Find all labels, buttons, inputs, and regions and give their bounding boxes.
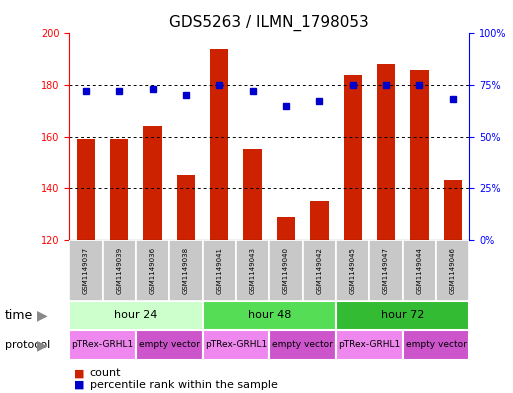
Text: empty vector: empty vector (139, 340, 200, 349)
Bar (236, 240, 269, 301)
Bar (244, 149, 262, 240)
Bar (303, 240, 336, 301)
Bar (277, 217, 295, 240)
Text: hour 72: hour 72 (381, 310, 424, 320)
Bar (69, 301, 203, 330)
Text: time: time (5, 309, 33, 322)
Text: hour 24: hour 24 (114, 310, 157, 320)
Text: pTRex-GRHL1: pTRex-GRHL1 (338, 340, 401, 349)
Bar (210, 49, 228, 240)
Bar (444, 180, 462, 240)
Bar (169, 240, 203, 301)
Bar (403, 240, 436, 301)
Bar (269, 240, 303, 301)
Text: hour 48: hour 48 (248, 310, 291, 320)
Bar (136, 240, 169, 301)
Text: GSM1149041: GSM1149041 (216, 247, 222, 294)
Text: GSM1149039: GSM1149039 (116, 247, 122, 294)
Title: GDS5263 / ILMN_1798053: GDS5263 / ILMN_1798053 (169, 15, 369, 31)
Bar (310, 201, 328, 240)
Text: count: count (90, 368, 121, 378)
Bar (403, 330, 469, 360)
Text: GSM1149043: GSM1149043 (250, 247, 255, 294)
Text: GSM1149037: GSM1149037 (83, 247, 89, 294)
Text: ■: ■ (74, 380, 85, 390)
Bar (336, 301, 469, 330)
Bar (410, 70, 428, 240)
Text: percentile rank within the sample: percentile rank within the sample (90, 380, 278, 390)
Text: ▶: ▶ (37, 309, 48, 322)
Text: GSM1149038: GSM1149038 (183, 247, 189, 294)
Bar (336, 240, 369, 301)
Bar (203, 330, 269, 360)
Bar (377, 64, 395, 240)
Bar (436, 240, 469, 301)
Text: protocol: protocol (5, 340, 50, 350)
Bar (77, 139, 95, 240)
Text: GSM1149045: GSM1149045 (350, 247, 356, 294)
Bar (144, 126, 162, 240)
Bar (203, 301, 336, 330)
Text: GSM1149036: GSM1149036 (150, 247, 155, 294)
Bar (110, 139, 128, 240)
Text: empty vector: empty vector (272, 340, 333, 349)
Text: GSM1149040: GSM1149040 (283, 247, 289, 294)
Bar (369, 240, 403, 301)
Text: ■: ■ (74, 368, 85, 378)
Text: GSM1149046: GSM1149046 (450, 247, 456, 294)
Bar (69, 330, 136, 360)
Bar (203, 240, 236, 301)
Bar (269, 330, 336, 360)
Bar (103, 240, 136, 301)
Text: ▶: ▶ (37, 338, 48, 352)
Text: GSM1149047: GSM1149047 (383, 247, 389, 294)
Text: empty vector: empty vector (406, 340, 466, 349)
Text: pTRex-GRHL1: pTRex-GRHL1 (205, 340, 267, 349)
Bar (344, 75, 362, 240)
Bar (336, 330, 403, 360)
Text: GSM1149042: GSM1149042 (317, 247, 322, 294)
Bar (69, 240, 103, 301)
Text: GSM1149044: GSM1149044 (417, 247, 422, 294)
Bar (177, 175, 195, 240)
Text: pTRex-GRHL1: pTRex-GRHL1 (71, 340, 134, 349)
Bar (136, 330, 203, 360)
